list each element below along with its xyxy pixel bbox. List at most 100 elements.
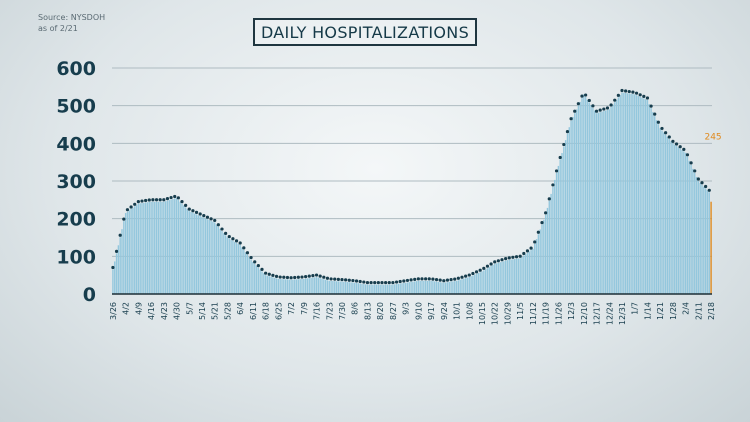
bar <box>379 284 381 294</box>
bar <box>423 280 425 294</box>
bar <box>534 243 536 294</box>
bar <box>303 278 305 294</box>
bar <box>510 259 512 294</box>
average-dot <box>624 89 628 93</box>
average-dot <box>667 135 671 139</box>
average-dot <box>402 279 406 283</box>
average-dot <box>504 257 508 261</box>
bar <box>299 279 301 294</box>
bar <box>541 224 543 294</box>
bar <box>539 229 541 294</box>
bar <box>670 141 672 294</box>
bar <box>437 281 440 294</box>
bar <box>183 205 185 294</box>
bar <box>619 94 621 295</box>
bar <box>306 278 309 294</box>
bar <box>439 282 441 294</box>
bar <box>144 202 147 294</box>
bar <box>646 100 649 295</box>
x-tick-label: 5/7 <box>185 302 194 315</box>
y-tick-label: 0 <box>83 284 96 306</box>
bar <box>530 250 532 294</box>
bar <box>403 282 405 294</box>
bar <box>472 275 474 294</box>
average-dot <box>344 278 348 282</box>
bar <box>486 268 489 294</box>
bar <box>344 281 347 294</box>
average-dot <box>140 199 144 203</box>
bar <box>584 97 587 294</box>
x-tick-label: 9/24 <box>440 302 449 320</box>
bar <box>663 132 665 294</box>
bar <box>606 109 609 294</box>
bar <box>514 259 516 294</box>
average-dot <box>591 104 595 108</box>
x-tick-label: 9/3 <box>402 302 411 315</box>
bar <box>177 199 180 294</box>
average-dot <box>529 246 533 250</box>
bar <box>203 217 205 294</box>
bar <box>468 277 470 294</box>
average-dot <box>380 280 384 285</box>
average-dot <box>689 161 693 165</box>
x-tick-label: 5/28 <box>223 302 232 320</box>
bar <box>535 239 538 294</box>
average-dot <box>300 275 304 279</box>
average-dot <box>562 142 566 147</box>
bar <box>679 148 681 294</box>
bar <box>581 98 583 294</box>
chart-title-box: DAILY HOSPITALIZATIONS <box>253 18 477 46</box>
bar <box>130 208 132 294</box>
bar <box>250 259 252 294</box>
bar <box>186 209 189 294</box>
x-tick-label: 2/4 <box>682 302 691 315</box>
average-dot <box>144 198 148 203</box>
average-dot <box>289 276 293 280</box>
bar <box>221 231 223 294</box>
bar <box>268 276 270 294</box>
bar <box>419 280 421 294</box>
x-tick-label: 1/14 <box>643 302 652 320</box>
average-dot <box>256 264 260 268</box>
bar <box>424 280 427 294</box>
bar <box>506 260 509 294</box>
y-tick-label: 100 <box>56 246 96 268</box>
bar <box>550 193 552 294</box>
x-tick-label: 1/21 <box>656 302 665 320</box>
bar <box>575 109 578 295</box>
bar <box>314 277 316 294</box>
as-of-line: as of 2/21 <box>38 24 78 33</box>
bar <box>350 282 352 294</box>
bar <box>512 259 514 294</box>
bar <box>272 277 274 294</box>
bar <box>230 239 232 294</box>
bar <box>323 279 325 294</box>
average-dot <box>671 139 675 143</box>
average-dot <box>620 88 624 93</box>
bar <box>383 284 385 294</box>
bar <box>643 98 645 295</box>
bar <box>435 281 438 294</box>
average-dot <box>431 277 435 281</box>
average-dot <box>660 126 664 131</box>
x-tick-label: 7/9 <box>300 302 309 315</box>
bar <box>637 95 640 294</box>
bar <box>426 280 429 294</box>
bar <box>672 143 674 294</box>
average-dot <box>311 273 315 278</box>
bar <box>172 199 174 294</box>
bar <box>628 93 630 294</box>
bar <box>192 212 194 294</box>
x-tick-label: 3/26 <box>109 302 118 320</box>
bar <box>361 283 363 294</box>
bar <box>297 279 300 294</box>
bar <box>148 201 150 294</box>
bar <box>532 248 534 294</box>
average-dot <box>325 276 330 280</box>
x-tick-label: 5/14 <box>198 302 207 320</box>
bar <box>603 111 605 294</box>
bar <box>170 199 172 294</box>
bar <box>206 219 209 294</box>
bar <box>692 168 694 294</box>
bar <box>155 201 158 294</box>
